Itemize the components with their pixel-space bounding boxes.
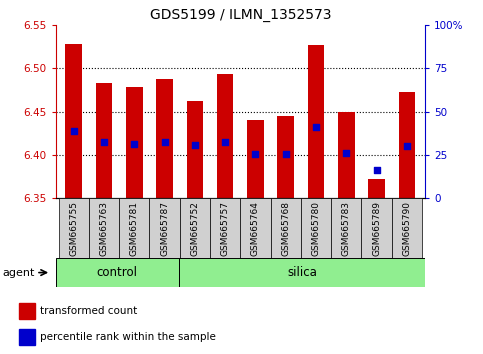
Text: GSM665757: GSM665757 (221, 201, 229, 256)
Text: agent: agent (3, 268, 35, 278)
Bar (398, 92, 415, 198)
Text: percentile rank within the sample: percentile rank within the sample (40, 332, 216, 342)
Bar (247, 120, 264, 198)
Point (252, 151, 259, 157)
Bar (19, 329, 35, 345)
Bar (308, 45, 325, 198)
Text: GSM665781: GSM665781 (130, 201, 139, 256)
Bar (56, 258, 179, 287)
Text: GSM665752: GSM665752 (190, 201, 199, 256)
Bar (65, 44, 82, 198)
Point (130, 141, 138, 147)
Point (70, 128, 78, 133)
Bar (126, 87, 142, 198)
Bar (19, 303, 35, 319)
Point (373, 168, 381, 173)
Bar (217, 74, 233, 198)
Bar (89, 198, 119, 258)
Point (191, 143, 199, 148)
Text: transformed count: transformed count (40, 306, 137, 316)
Text: GSM665789: GSM665789 (372, 201, 381, 256)
Bar (180, 198, 210, 258)
Bar (338, 112, 355, 198)
Bar (331, 198, 361, 258)
Text: GSM665755: GSM665755 (69, 201, 78, 256)
Bar (392, 198, 422, 258)
Bar (149, 198, 180, 258)
Point (342, 150, 350, 156)
Text: GSM665763: GSM665763 (99, 201, 109, 256)
Bar (241, 198, 270, 258)
Text: control: control (97, 266, 138, 279)
Text: GSM665787: GSM665787 (160, 201, 169, 256)
Bar (368, 179, 385, 198)
Point (282, 151, 290, 157)
Text: GSM665780: GSM665780 (312, 201, 321, 256)
Text: silica: silica (287, 266, 317, 279)
Text: GSM665768: GSM665768 (281, 201, 290, 256)
Bar (186, 101, 203, 198)
Text: GSM665764: GSM665764 (251, 201, 260, 256)
Bar (179, 258, 425, 287)
Bar (58, 198, 89, 258)
Bar (270, 198, 301, 258)
Bar (156, 79, 173, 198)
Bar (119, 198, 149, 258)
Point (161, 139, 169, 145)
Point (403, 143, 411, 149)
Bar (361, 198, 392, 258)
Point (221, 139, 229, 145)
Bar (301, 198, 331, 258)
Text: GSM665790: GSM665790 (402, 201, 412, 256)
Point (100, 139, 108, 145)
Bar (96, 83, 113, 198)
Bar (277, 116, 294, 198)
Bar (210, 198, 241, 258)
Point (312, 124, 320, 130)
Text: GSM665783: GSM665783 (342, 201, 351, 256)
Title: GDS5199 / ILMN_1352573: GDS5199 / ILMN_1352573 (150, 8, 331, 22)
